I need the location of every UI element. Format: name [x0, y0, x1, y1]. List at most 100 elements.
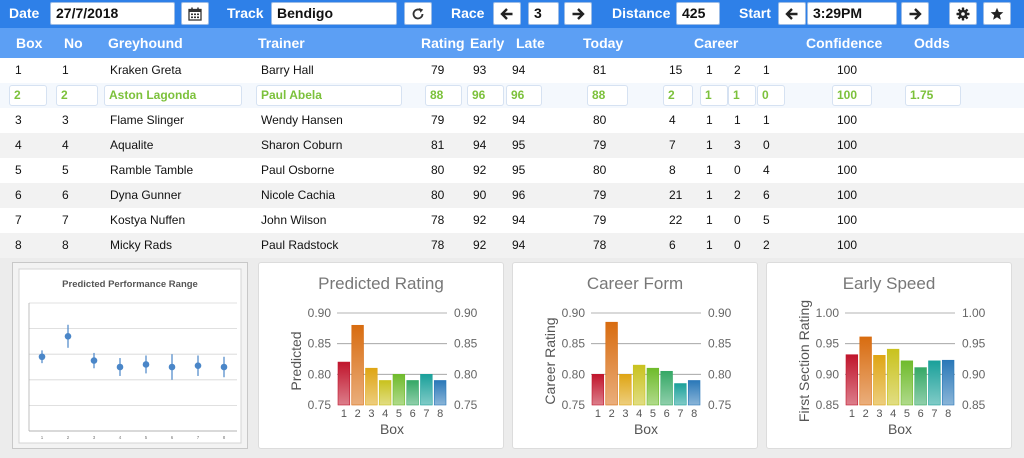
- bar-box-5: [646, 367, 660, 406]
- table-row[interactable]: 5 5 Ramble Tamble Paul Osborne 80 92 95 80 8 1 0 4 1…: [0, 158, 1024, 183]
- start-prev-button[interactable]: [778, 2, 806, 25]
- cell-confidence[interactable]: 100: [832, 85, 872, 106]
- race-prev-button[interactable]: [493, 2, 521, 25]
- cell-c3[interactable]: 1: [728, 85, 756, 106]
- cell-early: 92: [473, 238, 487, 252]
- col-header-confidence[interactable]: Confidence: [806, 35, 883, 51]
- cell-greyhound: Ramble Tamble: [110, 163, 194, 177]
- cell-no[interactable]: 2: [56, 85, 98, 106]
- cell-greyhound: Aqualite: [110, 138, 154, 152]
- point-3: [90, 357, 98, 364]
- bar-box-3: [619, 374, 632, 406]
- start-label: Start: [739, 5, 771, 21]
- distance-input[interactable]: 425: [676, 2, 720, 25]
- col-header-trainer[interactable]: Trainer: [258, 35, 305, 51]
- calendar-button[interactable]: [181, 2, 209, 25]
- y-tick-right: 0.90: [454, 306, 478, 320]
- cell-c2: 1: [706, 163, 713, 177]
- start-time-input[interactable]: 3:29PM: [807, 2, 897, 25]
- plot-background: [18, 268, 242, 444]
- cell-rating: 81: [431, 138, 445, 152]
- table-row[interactable]: 4 4 Aqualite Sharon Coburn 81 94 95 79 7 1 3 0 100: [0, 133, 1024, 158]
- track-input[interactable]: Bendigo: [271, 2, 397, 25]
- start-next-button[interactable]: [901, 2, 929, 25]
- cell-greyhound: Dyna Gunner: [110, 188, 182, 202]
- cell-rating[interactable]: 88: [425, 85, 462, 106]
- cell-late: 94: [512, 238, 526, 252]
- col-header-late[interactable]: Late: [516, 35, 545, 51]
- col-header-early[interactable]: Early: [470, 35, 505, 51]
- cell-greyhound: Kostya Nuffen: [110, 213, 186, 227]
- chart-title: Predicted Rating: [318, 274, 444, 293]
- bar-box-7: [674, 383, 687, 406]
- cell-c4: 2: [763, 238, 770, 252]
- cell-early: 94: [473, 138, 487, 152]
- cell-trainer: Wendy Hansen: [261, 113, 343, 127]
- cell-c1: 22: [669, 213, 683, 227]
- cell-rating: 80: [431, 188, 445, 202]
- table-row[interactable]: 8 8 Micky Rads Paul Radstock 78 92 94 78 6 1 0 2 100: [0, 233, 1024, 258]
- y-axis-label: Predicted: [288, 331, 304, 390]
- point-1: [38, 353, 46, 361]
- cell-c4[interactable]: 0: [757, 85, 785, 106]
- y-tick-left: 0.85: [308, 337, 332, 351]
- cell-odds[interactable]: 1.75: [905, 85, 961, 106]
- point-5: [142, 361, 150, 368]
- cell-c3: 2: [734, 63, 741, 77]
- col-header-odds[interactable]: Odds: [914, 35, 950, 51]
- point-6: [168, 363, 176, 371]
- x-tick-label: 1: [41, 435, 44, 440]
- career-form-chart: Career Form 0.75 0.75 0.80 0.80 0.85 0.85 0.90 0…: [542, 274, 732, 437]
- bar-box-5: [900, 360, 914, 406]
- date-input[interactable]: 27/7/2018: [50, 2, 175, 25]
- cell-late: 94: [512, 213, 526, 227]
- x-tick-label: 7: [677, 408, 683, 420]
- arrow-left-icon: [785, 7, 798, 20]
- y-tick-left: 0.90: [308, 306, 332, 320]
- col-header-box[interactable]: Box: [16, 35, 43, 51]
- cell-trainer: Paul Radstock: [261, 238, 339, 252]
- race-next-button[interactable]: [564, 2, 592, 25]
- cell-greyhound[interactable]: Aston Lagonda: [104, 85, 242, 106]
- y-tick-left: 0.80: [308, 367, 332, 381]
- x-tick-label: 8: [223, 435, 226, 440]
- cell-today: 79: [593, 138, 607, 152]
- cell-no: 4: [62, 138, 69, 152]
- table-row[interactable]: 7 7 Kostya Nuffen John Wilson 78 92 94 79 22 1 0 5 1…: [0, 208, 1024, 233]
- cell-c4: 0: [763, 138, 770, 152]
- col-header-today[interactable]: Today: [583, 35, 624, 51]
- x-tick-label: 3: [93, 435, 96, 440]
- cell-c1[interactable]: 2: [663, 85, 693, 106]
- refresh-button[interactable]: [404, 2, 432, 25]
- y-tick-right: 0.75: [708, 398, 732, 412]
- cell-no: 5: [62, 163, 69, 177]
- cell-c3: 0: [734, 213, 741, 227]
- table-row[interactable]: 1 1 Kraken Greta Barry Hall 79 93 94 81 15 1 2 1 100: [0, 58, 1024, 83]
- table-row-selected[interactable]: 2 2 Aston Lagonda Paul Abela 88 96 96 88 2 1 1 0 100…: [0, 83, 1024, 108]
- col-header-rating[interactable]: Rating: [421, 35, 465, 51]
- x-tick-label: 1: [595, 408, 601, 420]
- col-header-no[interactable]: No: [64, 35, 83, 51]
- cell-early: 92: [473, 163, 487, 177]
- cell-late[interactable]: 96: [506, 85, 542, 106]
- date-label: Date: [9, 5, 40, 21]
- cell-today[interactable]: 88: [587, 85, 628, 106]
- favorite-button[interactable]: [983, 2, 1011, 25]
- table-row[interactable]: 3 3 Flame Slinger Wendy Hansen 79 92 94 80 4 1 1 1 1…: [0, 108, 1024, 133]
- cell-c2[interactable]: 1: [700, 85, 728, 106]
- cell-confidence: 100: [837, 238, 858, 252]
- x-tick-label: 8: [691, 408, 697, 420]
- cell-trainer: Nicole Cachia: [261, 188, 336, 202]
- x-tick-label: 5: [145, 435, 148, 440]
- toolbar: Date 27/7/2018 Track Bendigo Race 3: [0, 0, 1024, 28]
- col-header-greyhound[interactable]: Greyhound: [108, 35, 183, 51]
- cell-trainer[interactable]: Paul Abela: [256, 85, 402, 106]
- race-input[interactable]: 3: [528, 2, 559, 25]
- settings-button[interactable]: [949, 2, 977, 25]
- cell-box[interactable]: 2: [9, 85, 47, 106]
- cell-early[interactable]: 96: [467, 85, 504, 106]
- y-tick-left: 0.80: [562, 367, 586, 381]
- bar-box-3: [365, 367, 378, 406]
- col-header-career[interactable]: Career: [694, 35, 739, 51]
- table-row[interactable]: 6 6 Dyna Gunner Nicole Cachia 80 90 96 79 21 1 2 6 1…: [0, 183, 1024, 208]
